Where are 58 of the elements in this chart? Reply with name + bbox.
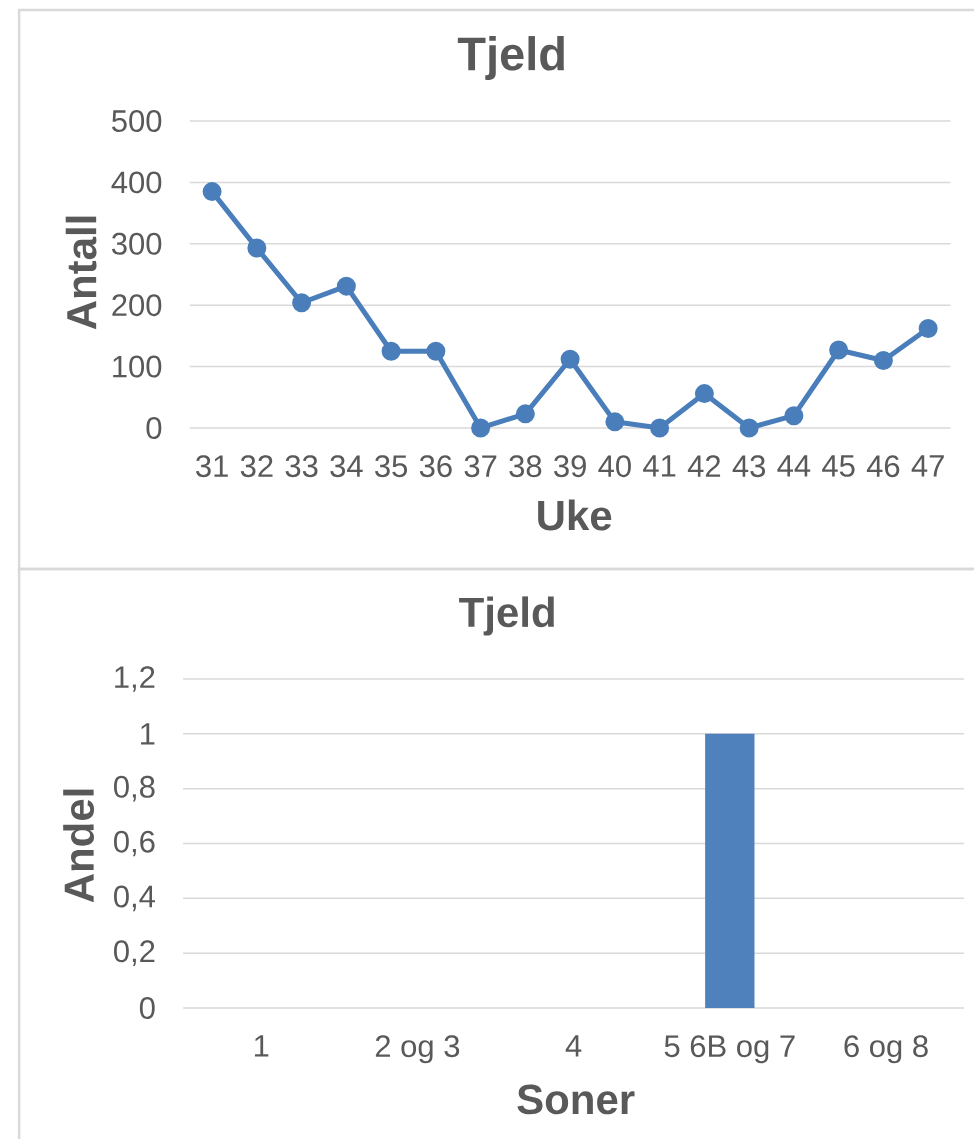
point [292, 293, 312, 313]
y-tick-label: 0,2 [113, 940, 155, 966]
x-axis-title: Uke [538, 499, 612, 531]
point [694, 384, 714, 404]
x-tick-label: 39 [554, 455, 586, 478]
y-tick-label: 0,6 [113, 830, 155, 857]
point [202, 182, 222, 202]
y-tick-label: 1,2 [115, 666, 155, 692]
point [336, 276, 356, 296]
point [471, 418, 491, 438]
x-tick-label: 37 [464, 455, 497, 478]
x-tick-label: 32 [240, 455, 273, 478]
point [605, 412, 625, 432]
x-tick-label: 4 [565, 1035, 582, 1057]
x-tick-label: 40 [598, 455, 631, 478]
x-axis-title: Soner [517, 1084, 635, 1115]
point [650, 418, 670, 438]
y-axis-title: Andel [63, 789, 94, 903]
y-tick-label: 400 [111, 171, 162, 194]
point [560, 349, 580, 369]
point [829, 340, 849, 360]
x-tick-label: 34 [330, 455, 363, 478]
y-tick-label: 200 [112, 294, 162, 317]
y-tick-label: 500 [111, 110, 162, 132]
y-axis-title: Antall [65, 216, 97, 330]
point [739, 418, 759, 438]
x-tick-label: 38 [509, 455, 542, 478]
x-tick-label: 36 [419, 455, 452, 478]
x-tick-label: 46 [866, 455, 900, 478]
x-tick-label: 35 [374, 455, 407, 478]
x-tick-label: 1 [254, 1035, 269, 1057]
x-tick-label: 44 [777, 455, 811, 477]
chart-title: Tjeld [457, 36, 564, 80]
x-tick-label: 43 [732, 455, 765, 478]
x-tick-label: 31 [195, 455, 228, 478]
y-tick-label: 300 [111, 232, 162, 255]
point [381, 341, 401, 361]
x-tick-label: 45 [822, 455, 855, 477]
point [784, 406, 804, 426]
point [873, 350, 893, 370]
x-tick-label: 6 og 8 [844, 1035, 928, 1064]
x-tick-label: 47 [911, 455, 944, 477]
point [426, 341, 446, 361]
point [515, 404, 535, 424]
y-tick-label: 1 [140, 723, 155, 745]
x-tick-label: 2 og 3 [375, 1035, 460, 1064]
point [247, 238, 267, 258]
x-tick-label: 41 [643, 455, 676, 477]
y-tick-label: 0,8 [113, 775, 155, 802]
x-tick-label: 5 6B og 7 [664, 1035, 795, 1064]
y-tick-label: 100 [113, 355, 162, 378]
x-tick-label: 33 [285, 455, 318, 478]
y-tick-label: 0 [139, 997, 155, 1019]
chart-title: Tjeld [459, 596, 554, 636]
point [918, 319, 938, 339]
x-tick-label: 42 [687, 455, 721, 477]
y-tick-label: 0 [146, 417, 162, 439]
y-tick-label: 0,4 [113, 885, 155, 912]
